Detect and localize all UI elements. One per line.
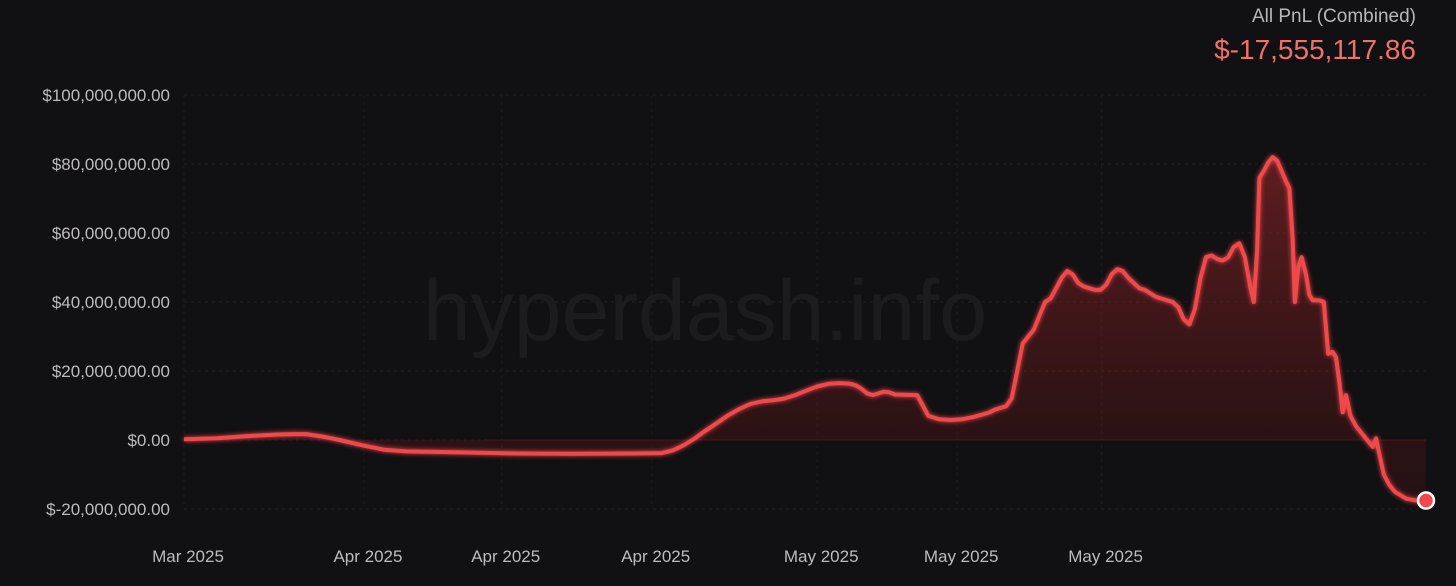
- x-tick-label: Apr 2025: [621, 547, 690, 566]
- x-tick-label: May 2025: [924, 547, 999, 566]
- y-tick-label: $100,000,000.00: [42, 86, 170, 105]
- x-tick-label: May 2025: [1068, 547, 1143, 566]
- pnl-area: [184, 157, 1426, 501]
- y-tick-label: $0.00: [127, 431, 170, 450]
- x-tick-label: Apr 2025: [333, 547, 402, 566]
- x-tick-label: May 2025: [784, 547, 859, 566]
- watermark-text: hyperdash.info: [423, 263, 987, 359]
- y-tick-label: $40,000,000.00: [52, 293, 170, 312]
- summary-value: $-17,555,117.86: [1214, 34, 1416, 65]
- x-tick-label: Apr 2025: [471, 547, 540, 566]
- summary-label: All PnL (Combined): [1251, 6, 1416, 27]
- x-axis-ticks: Mar 2025 Apr 2025 Apr 2025 Apr 2025 May 2025…: [152, 547, 1143, 566]
- current-value-point[interactable]: [1416, 491, 1436, 510]
- x-tick-label: Mar 2025: [152, 547, 224, 566]
- y-tick-label: $60,000,000.00: [52, 224, 170, 243]
- y-tick-label: $80,000,000.00: [52, 155, 170, 174]
- pnl-line: [183, 155, 1427, 503]
- y-tick-label: $-20,000,000.00: [46, 500, 170, 519]
- y-tick-label: $20,000,000.00: [52, 362, 170, 381]
- y-axis-ticks: $100,000,000.00 $80,000,000.00 $60,000,000…: [42, 86, 170, 519]
